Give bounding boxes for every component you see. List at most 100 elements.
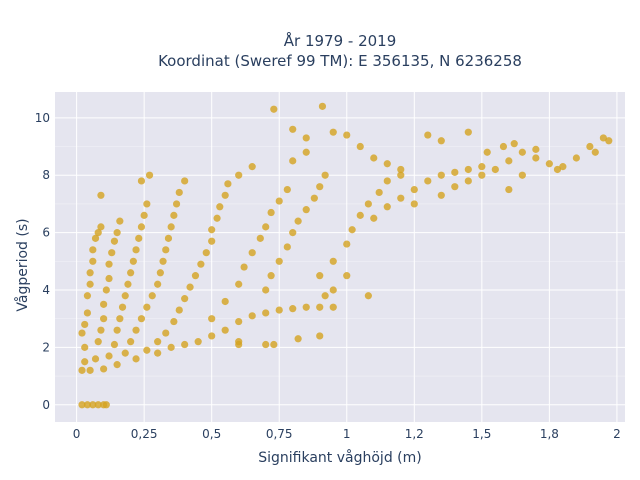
data-point [167,223,175,231]
data-point [154,349,162,357]
data-point [410,185,418,194]
data-point [343,240,351,248]
data-point [110,237,119,245]
data-point [591,148,599,156]
data-point [275,306,283,314]
x-tick-label: 0,25 [131,427,158,441]
data-point [113,326,121,334]
data-point [148,292,156,300]
data-point [437,191,445,199]
data-point [143,200,151,208]
data-point [86,269,94,277]
data-point [316,272,324,280]
y-tick-label: 4 [42,283,50,297]
data-point [91,355,100,363]
data-point [235,171,243,179]
data-point [329,286,337,294]
data-point [464,165,472,174]
data-point [329,303,337,311]
data-point [97,191,105,199]
data-point [483,148,491,156]
data-point [81,320,89,329]
data-point [100,365,108,373]
x-tick-label: 1,2 [405,427,424,441]
y-tick-label: 6 [42,226,50,240]
data-point [348,226,356,234]
data-point [343,272,351,280]
x-axis-title: Signifikant våghöjd (m) [258,449,421,466]
data-point [94,338,102,346]
data-point [105,274,113,283]
data-point [248,312,256,320]
data-point [505,185,513,194]
data-point [100,315,108,323]
data-point [518,171,526,179]
data-point [132,246,140,254]
data-point [83,401,92,409]
data-point [78,401,86,409]
data-point [302,134,310,142]
data-point [143,346,151,354]
data-point [89,246,97,254]
data-points [78,102,613,409]
data-point [81,358,89,366]
data-point [262,309,270,317]
data-point [208,237,216,245]
data-point [154,280,162,288]
data-point [532,145,540,153]
data-point [294,217,302,225]
data-point [118,303,127,311]
data-point [364,292,372,300]
data-point [302,206,310,214]
axis-ticks: 0 0,25 0,5 0,75 1 1,2 1,5 1,8 2 0 2 4 6 8 10 [35,111,621,441]
data-point [289,229,297,237]
data-point [102,401,110,409]
x-tick-label: 0,75 [266,427,293,441]
data-point [102,286,110,294]
data-point [181,340,189,349]
data-point [375,188,383,197]
data-point [143,303,151,311]
data-point [235,280,243,288]
data-point [437,171,445,179]
data-point [559,163,567,171]
y-tick-label: 8 [42,168,50,182]
data-point [140,211,148,219]
data-point [121,349,129,357]
data-point [186,283,194,291]
data-point [116,217,124,225]
data-point [321,171,329,179]
data-point [162,329,170,337]
data-point [572,154,580,162]
data-point [478,171,486,179]
data-point [316,303,324,311]
data-point [208,315,216,323]
data-point [129,257,137,265]
data-point [478,163,486,171]
data-point [343,131,351,139]
data-point [270,105,278,113]
data-point [424,131,432,139]
data-point [240,263,248,271]
data-point [224,180,232,188]
data-point [510,140,518,148]
data-point [137,177,146,185]
data-point [137,315,146,323]
data-point [424,177,432,185]
data-point [605,137,613,145]
data-point [113,361,121,369]
x-tick-label: 1,8 [540,427,559,441]
x-tick-label: 1 [343,427,351,441]
data-point [86,366,94,374]
data-point [127,269,135,277]
data-point [437,137,445,145]
data-point [451,168,459,176]
data-point [383,177,391,185]
data-point [181,177,189,185]
data-point [164,234,173,242]
data-point [197,260,205,268]
data-point [370,214,378,222]
data-point [599,134,607,142]
